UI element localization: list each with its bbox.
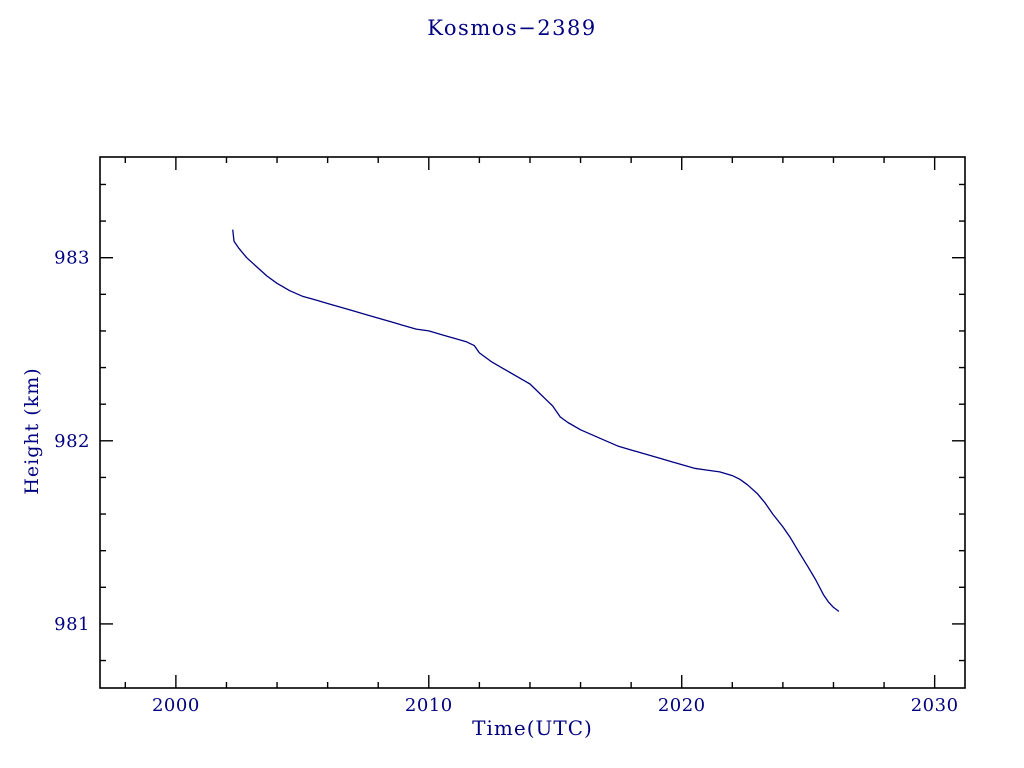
x-tick-label: 2030: [911, 695, 959, 716]
y-tick-label: 982: [54, 431, 90, 452]
x-tick-label: 2020: [658, 695, 706, 716]
x-tick-label: 2010: [405, 695, 453, 716]
x-axis-label: Time(UTC): [472, 716, 593, 740]
height-curve: [232, 229, 840, 612]
chart-title: Kosmos−2389: [427, 16, 597, 40]
axes-frame: [99, 156, 966, 689]
y-tick-label: 983: [54, 248, 90, 269]
x-tick-label: 2000: [152, 695, 200, 716]
y-tick-label: 981: [54, 614, 90, 635]
